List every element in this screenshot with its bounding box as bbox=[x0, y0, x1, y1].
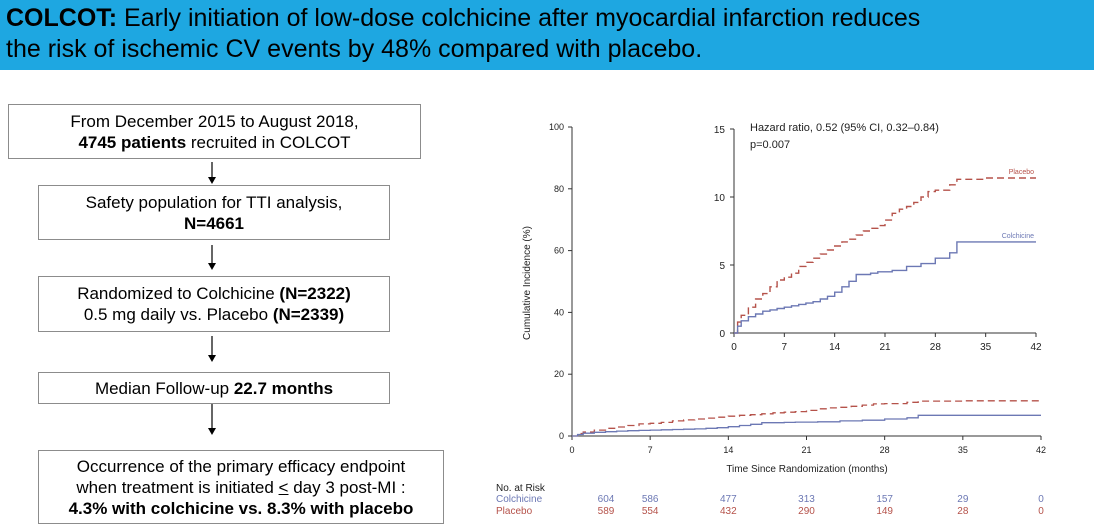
inset-series bbox=[734, 177, 1036, 334]
x-axis-label: Time Since Randomization (months) bbox=[726, 464, 887, 475]
risk-value-colchicine-14: 477 bbox=[720, 494, 737, 505]
inset-y-tick-label-0: 0 bbox=[719, 329, 725, 340]
risk-value-placebo-21: 290 bbox=[798, 506, 815, 517]
main-series bbox=[572, 400, 1041, 437]
inset-legend-placebo: Placebo bbox=[1009, 169, 1034, 176]
inset-x-tick-label-0: 0 bbox=[731, 342, 737, 353]
risk-value-colchicine-21: 313 bbox=[798, 494, 815, 505]
inset-y-ticks: 0 5 10 15 bbox=[714, 125, 734, 340]
inset-x-tick-label-14: 14 bbox=[829, 342, 841, 353]
inset-line-colchicine bbox=[734, 241, 1036, 334]
risk-row-name-placebo: Placebo bbox=[496, 506, 533, 517]
risk-value-colchicine-35: 29 bbox=[957, 494, 969, 505]
inset-x-tick-label-21: 21 bbox=[879, 342, 891, 353]
risk-value-placebo-14: 432 bbox=[720, 506, 737, 517]
main-y-tick-label-80: 80 bbox=[554, 184, 564, 194]
colchicine-n: (N=2322) bbox=[279, 284, 351, 303]
flow-arrows bbox=[208, 162, 216, 435]
main-y-tick-label-100: 100 bbox=[549, 122, 564, 132]
flow-box-primary-endpoint: Occurrence of the primary efficacy endpo… bbox=[38, 450, 444, 524]
main-x-tick-label-35: 35 bbox=[958, 445, 968, 455]
arrow-1 bbox=[208, 162, 216, 184]
arrow-3 bbox=[208, 336, 216, 362]
safety-line-2: N=4661 bbox=[39, 213, 389, 234]
flow-box-recruitment: From December 2015 to August 2018, 4745 … bbox=[8, 104, 421, 159]
p-value: p=0.007 bbox=[750, 139, 790, 151]
inset-y-tick-label-15: 15 bbox=[714, 125, 726, 136]
inset-y-tick-label-10: 10 bbox=[714, 193, 726, 204]
endpoint-line-2: when treatment is initiated < day 3 post… bbox=[39, 477, 443, 498]
endpoint-line-2-pre: when treatment is initiated bbox=[76, 477, 279, 497]
inset-legend-colchicine: Colchicine bbox=[1002, 233, 1034, 240]
follow-up-line: Median Follow-up 22.7 months bbox=[39, 378, 389, 399]
endpoint-line-1: Occurrence of the primary efficacy endpo… bbox=[76, 456, 406, 476]
risk-value-colchicine-28: 157 bbox=[876, 494, 893, 505]
randomization-line-2-text: 0.5 mg daily vs. Placebo bbox=[83, 305, 273, 324]
randomization-line-1: Randomized to Colchicine (N=2322) bbox=[39, 283, 389, 304]
arrow-2 bbox=[208, 245, 216, 270]
main-y-tick-label-20: 20 bbox=[554, 369, 564, 379]
main-x-tick-label-0: 0 bbox=[569, 445, 574, 455]
banner-line-1-text: Early initiation of low-dose colchicine … bbox=[117, 4, 921, 32]
main-line-colchicine bbox=[572, 414, 1041, 437]
hazard-ratio: Hazard ratio, 0.52 (95% CI, 0.32–0.84) bbox=[750, 122, 939, 134]
randomization-line-2: 0.5 mg daily vs. Placebo (N=2339) bbox=[39, 304, 389, 325]
banner-line-1: COLCOT: Early initiation of low-dose col… bbox=[6, 3, 920, 33]
less-equal-symbol: < bbox=[278, 477, 289, 497]
main-x-tick-label-21: 21 bbox=[801, 445, 811, 455]
main-x-ticks: 0 7 14 21 28 35 42 bbox=[569, 436, 1046, 455]
main-line-placebo bbox=[572, 400, 1041, 437]
inset-x-tick-label-35: 35 bbox=[980, 342, 992, 353]
inset-x-tick-label-28: 28 bbox=[930, 342, 942, 353]
follow-up-text: Median Follow-up bbox=[94, 378, 234, 398]
main-x-tick-label-28: 28 bbox=[880, 445, 890, 455]
main-x-tick-label-42: 42 bbox=[1036, 445, 1046, 455]
safety-count: N=4661 bbox=[183, 213, 245, 233]
inset-x-tick-label-7: 7 bbox=[782, 342, 788, 353]
randomization-line-1-text: Randomized to Colchicine bbox=[77, 284, 280, 303]
banner-line-2: the risk of ischemic CV events by 48% co… bbox=[6, 35, 703, 63]
flow-box-follow-up: Median Follow-up 22.7 months bbox=[38, 372, 390, 404]
arrow-4 bbox=[208, 404, 216, 435]
flow-box-safety-population: Safety population for TTI analysis, N=46… bbox=[38, 185, 390, 240]
main-y-ticks: 0 20 40 60 80 100 bbox=[549, 122, 572, 441]
main-y-tick-label-0: 0 bbox=[559, 431, 564, 441]
risk-value-colchicine-7: 586 bbox=[642, 494, 659, 505]
main-y-tick-label-60: 60 bbox=[554, 246, 564, 256]
inset-axes bbox=[733, 129, 1036, 334]
endpoint-line-2-post: day 3 post-MI : bbox=[288, 477, 406, 497]
title-banner: COLCOT: Early initiation of low-dose col… bbox=[0, 0, 1094, 70]
follow-up-value: 22.7 months bbox=[233, 378, 334, 398]
recruitment-line-2: 4745 patients recruited in COLCOT bbox=[9, 132, 420, 153]
safety-line-1: Safety population for TTI analysis, bbox=[85, 192, 343, 212]
inset-x-ticks: 0 7 14 21 28 35 42 bbox=[731, 333, 1042, 353]
risk-row-name-colchicine: Colchicine bbox=[496, 494, 543, 505]
inset-y-tick-label-5: 5 bbox=[719, 261, 725, 272]
patient-count: 4745 patients bbox=[78, 132, 187, 152]
risk-table-title: No. at Risk bbox=[496, 483, 546, 494]
risk-value-placebo-35: 28 bbox=[957, 506, 969, 517]
risk-value-placebo-7: 554 bbox=[642, 506, 659, 517]
risk-value-colchicine-42: 0 bbox=[1038, 494, 1044, 505]
main-x-tick-label-14: 14 bbox=[723, 445, 733, 455]
placebo-n: (N=2339) bbox=[272, 305, 345, 324]
risk-value-placebo-28: 149 bbox=[876, 506, 893, 517]
y-axis-label: Cumulative Incidence (%) bbox=[522, 226, 533, 340]
flow-box-randomization: Randomized to Colchicine (N=2322) 0.5 mg… bbox=[38, 276, 390, 332]
inset-x-tick-label-42: 42 bbox=[1030, 342, 1042, 353]
main-x-tick-label-7: 7 bbox=[648, 445, 653, 455]
study-name: COLCOT: bbox=[6, 4, 118, 32]
endpoint-line-3: 4.3% with colchicine vs. 8.3% with place… bbox=[39, 498, 443, 519]
recruitment-line-1: From December 2015 to August 2018, bbox=[70, 111, 359, 131]
risk-value-placebo-42: 0 bbox=[1038, 506, 1044, 517]
main-axes bbox=[571, 127, 1041, 437]
main-y-tick-label-40: 40 bbox=[554, 307, 564, 317]
endpoint-result: 4.3% with colchicine vs. 8.3% with place… bbox=[68, 498, 414, 518]
inset-line-placebo bbox=[734, 177, 1036, 334]
risk-value-placebo-0: 589 bbox=[598, 506, 615, 517]
recruitment-rest: recruited in COLCOT bbox=[186, 132, 351, 152]
risk-value-colchicine-0: 604 bbox=[598, 494, 615, 505]
